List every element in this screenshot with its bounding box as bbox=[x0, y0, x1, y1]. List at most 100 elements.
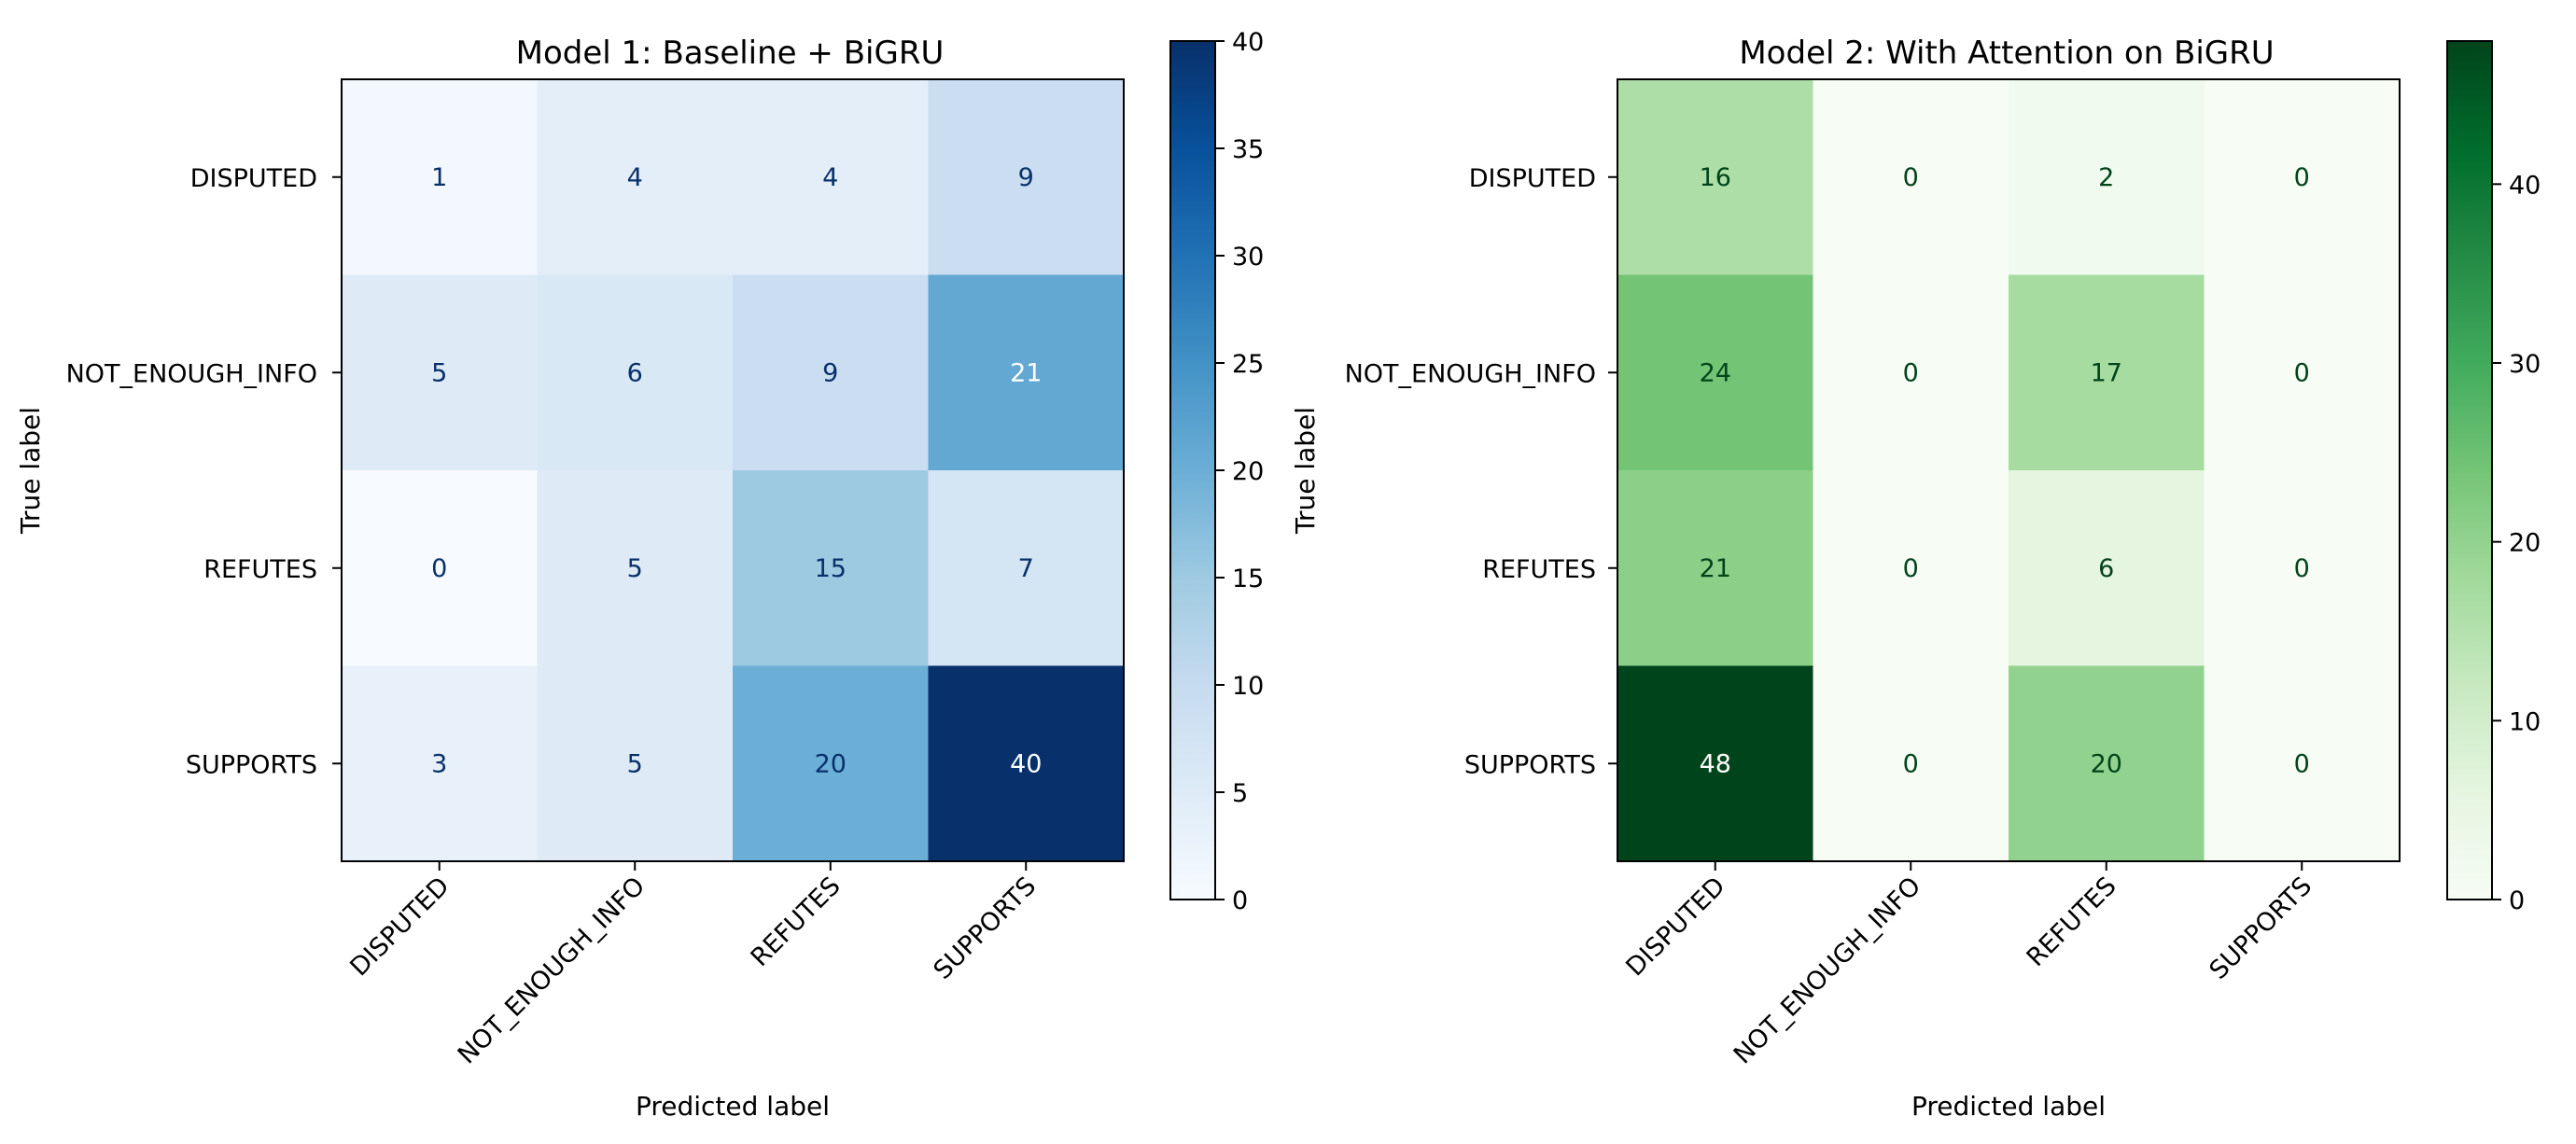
colorbar-tick-label: 25 bbox=[1232, 350, 1264, 379]
cell-value-label: 0 bbox=[431, 554, 447, 583]
cell-value-label: 15 bbox=[815, 554, 847, 583]
cell-value-label: 21 bbox=[1700, 554, 1731, 583]
heatmap-cell bbox=[537, 470, 734, 666]
colorbar-tick-label: 40 bbox=[1232, 28, 1264, 57]
x-axis-label: Predicted label bbox=[636, 1091, 830, 1122]
colorbar-tick-label: 10 bbox=[2509, 707, 2541, 736]
cell-value-label: 17 bbox=[2091, 358, 2122, 387]
y-tick-label: REFUTES bbox=[203, 555, 317, 584]
heatmap-cell bbox=[2009, 79, 2205, 275]
heatmap-cell bbox=[1813, 470, 2009, 666]
y-tick-label: DISPUTED bbox=[190, 164, 317, 193]
colorbar-tick-label: 0 bbox=[1232, 886, 1248, 915]
y-tick-label: SUPPORTS bbox=[186, 750, 317, 779]
heatmap-cell bbox=[342, 665, 538, 862]
cell-value-label: 16 bbox=[1700, 163, 1731, 192]
heatmap-cell bbox=[2204, 665, 2401, 862]
x-axis-label: Predicted label bbox=[1911, 1091, 2106, 1122]
y-axis-label: True label bbox=[15, 407, 46, 535]
plot-frame bbox=[1617, 78, 2401, 862]
cell-value-label: 0 bbox=[2294, 554, 2310, 583]
heatmap-cell bbox=[2204, 274, 2401, 471]
y-tick-label: SUPPORTS bbox=[1464, 750, 1596, 779]
chart-title: Model 1: Baseline + BiGRU bbox=[516, 35, 945, 72]
heatmap-cell bbox=[1617, 79, 1813, 275]
cell-value-label: 0 bbox=[1903, 749, 1919, 778]
heatmap-cell bbox=[1813, 665, 2009, 862]
heatmap-cell bbox=[2204, 470, 2401, 666]
x-tick-label: NOT_ENOUGH_INFO bbox=[1729, 872, 1926, 1069]
heatmap-cell bbox=[342, 79, 538, 275]
y-axis-label: True label bbox=[1290, 407, 1321, 535]
cell-value-label: 20 bbox=[2091, 749, 2122, 778]
cell-value-label: 2 bbox=[2098, 163, 2114, 192]
heatmap-cell bbox=[1617, 665, 1813, 862]
colorbar-tick-label: 20 bbox=[2509, 529, 2541, 558]
y-tick-label: NOT_ENOUGH_INFO bbox=[1345, 359, 1596, 388]
cell-value-label: 40 bbox=[1010, 749, 1042, 778]
heatmap-cell bbox=[928, 470, 1125, 666]
cell-value-label: 5 bbox=[431, 358, 447, 387]
cell-value-label: 4 bbox=[822, 163, 838, 192]
heatmap-cell bbox=[1813, 274, 2009, 471]
cell-value-label: 3 bbox=[431, 749, 447, 778]
cell-value-label: 6 bbox=[2098, 554, 2114, 583]
colorbar bbox=[1170, 41, 1215, 900]
cell-value-label: 1 bbox=[431, 163, 447, 192]
x-tick-label: DISPUTED bbox=[1620, 872, 1730, 982]
y-tick-label: DISPUTED bbox=[1469, 164, 1596, 193]
cell-value-label: 0 bbox=[1903, 554, 1919, 583]
heatmap-cell bbox=[2204, 79, 2401, 275]
colorbar-tick-label: 0 bbox=[2509, 886, 2525, 915]
heatmap-cell bbox=[537, 79, 734, 275]
cell-value-label: 0 bbox=[2294, 749, 2310, 778]
heatmap-cell bbox=[733, 665, 929, 862]
colorbar-frame bbox=[2446, 40, 2493, 900]
cell-value-label: 7 bbox=[1018, 554, 1034, 583]
x-tick-label: REFUTES bbox=[746, 872, 847, 972]
cell-value-label: 20 bbox=[815, 749, 847, 778]
cell-value-label: 5 bbox=[627, 554, 643, 583]
y-tick-label: REFUTES bbox=[1482, 555, 1596, 584]
heatmap-cell bbox=[342, 274, 538, 471]
heatmap-cell bbox=[2009, 274, 2205, 471]
heatmap-cell bbox=[733, 470, 929, 666]
x-tick-label: SUPPORTS bbox=[928, 872, 1042, 985]
colorbar bbox=[2447, 41, 2492, 900]
heatmap-cell bbox=[733, 274, 929, 471]
colorbar-tick-label: 10 bbox=[1232, 672, 1264, 701]
heatmap-cell bbox=[928, 274, 1125, 471]
heatmap-cell bbox=[733, 79, 929, 275]
cell-value-label: 0 bbox=[1903, 358, 1919, 387]
colorbar-tick-label: 35 bbox=[1232, 135, 1264, 164]
cell-value-label: 48 bbox=[1700, 749, 1731, 778]
cell-value-label: 5 bbox=[627, 749, 643, 778]
colorbar-tick-label: 20 bbox=[1232, 457, 1264, 486]
heatmap-cell bbox=[1617, 470, 1813, 666]
heatmap-cell bbox=[2009, 665, 2205, 862]
colorbar-tick-label: 15 bbox=[1232, 565, 1264, 593]
x-tick-label: NOT_ENOUGH_INFO bbox=[453, 872, 651, 1069]
chart-title: Model 2: With Attention on BiGRU bbox=[1739, 35, 2274, 72]
cell-value-label: 0 bbox=[1903, 163, 1919, 192]
cell-value-label: 9 bbox=[822, 358, 838, 387]
x-tick-label: SUPPORTS bbox=[2204, 872, 2317, 985]
cell-value-label: 6 bbox=[627, 358, 643, 387]
x-tick-label: REFUTES bbox=[2022, 872, 2122, 972]
heatmap-cell bbox=[1813, 79, 2009, 275]
colorbar-tick-label: 5 bbox=[1232, 779, 1248, 808]
cell-value-label: 0 bbox=[2294, 358, 2310, 387]
x-tick-label: DISPUTED bbox=[344, 872, 455, 982]
plot-frame bbox=[341, 78, 1125, 862]
heatmap-cell bbox=[537, 274, 734, 471]
heatmap-cell bbox=[928, 665, 1125, 862]
heatmap-cell bbox=[928, 79, 1125, 275]
cell-value-label: 24 bbox=[1700, 358, 1731, 387]
heatmap-cell bbox=[537, 665, 734, 862]
heatmap-cell bbox=[2009, 470, 2205, 666]
colorbar-tick-label: 40 bbox=[2509, 171, 2541, 200]
colorbar-tick-label: 30 bbox=[2509, 350, 2541, 379]
cell-value-label: 0 bbox=[2294, 163, 2310, 192]
cell-value-label: 21 bbox=[1010, 358, 1042, 387]
